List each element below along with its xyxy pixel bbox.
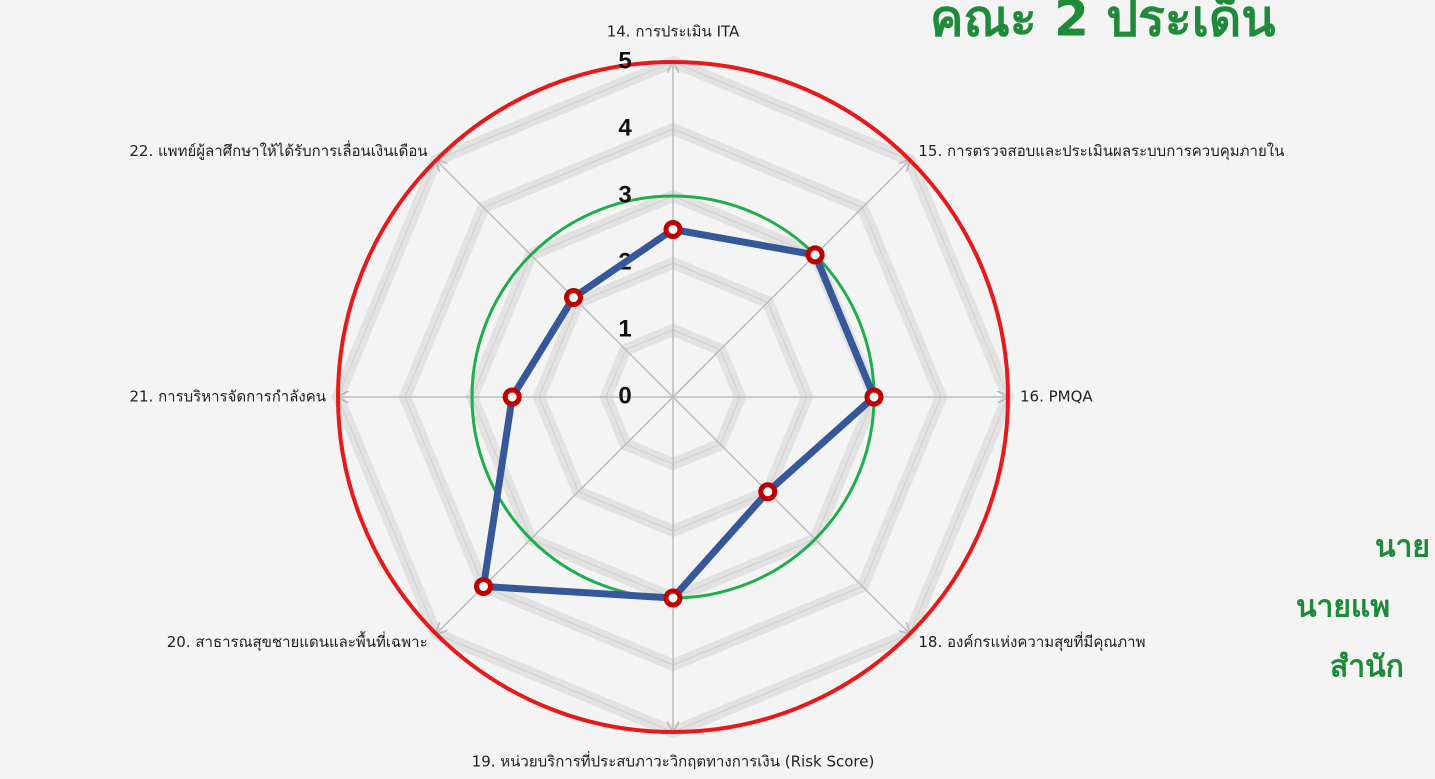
side-text: สำนัก <box>1330 650 1404 685</box>
data-point <box>758 482 778 502</box>
axis-spoke <box>436 396 674 634</box>
category-label: 20. สาธารณสุขชายแดนและพื้นที่เฉพาะ <box>167 631 428 652</box>
category-label: 18. องค์กรแห่งความสุขที่มีคุณภาพ <box>918 631 1145 652</box>
r-tick-label: 3 <box>618 181 631 208</box>
r-tick-label: 5 <box>618 47 631 74</box>
r-tick-label: 1 <box>618 315 631 342</box>
category-label: 19. หน่วยบริการที่ประสบภาวะวิกฤตทางการเง… <box>472 751 875 771</box>
category-label: 21. การบริหารจัดการกำลังคน <box>129 388 326 406</box>
r-tick-label: 4 <box>618 114 632 141</box>
axis-spoke <box>436 160 674 398</box>
side-title: คณะ 2 ประเด็น <box>930 0 1275 48</box>
category-label: 14. การประเมิน ITA <box>607 23 740 41</box>
side-text: นายแพ <box>1296 590 1390 625</box>
category-label: 15. การตรวจสอบและประเมินผลระบบการควบคุมภ… <box>918 142 1284 161</box>
data-point <box>663 220 683 239</box>
reference-circle <box>336 60 1010 734</box>
data-point <box>502 387 522 407</box>
side-text: นาย <box>1375 530 1430 565</box>
data-point <box>805 245 825 265</box>
data-point <box>564 288 584 308</box>
data-point <box>864 387 884 407</box>
r-tick-label: 0 <box>618 382 631 409</box>
axis-spoke <box>672 396 910 634</box>
category-label: 22. แพทย์ผู้ลาศึกษาให้ได้รับการเลื่อนเงิ… <box>129 140 427 160</box>
data-point <box>663 588 683 608</box>
category-label: 16. PMQA <box>1020 388 1093 406</box>
axis-spoke <box>672 160 910 398</box>
data-point <box>473 577 493 597</box>
